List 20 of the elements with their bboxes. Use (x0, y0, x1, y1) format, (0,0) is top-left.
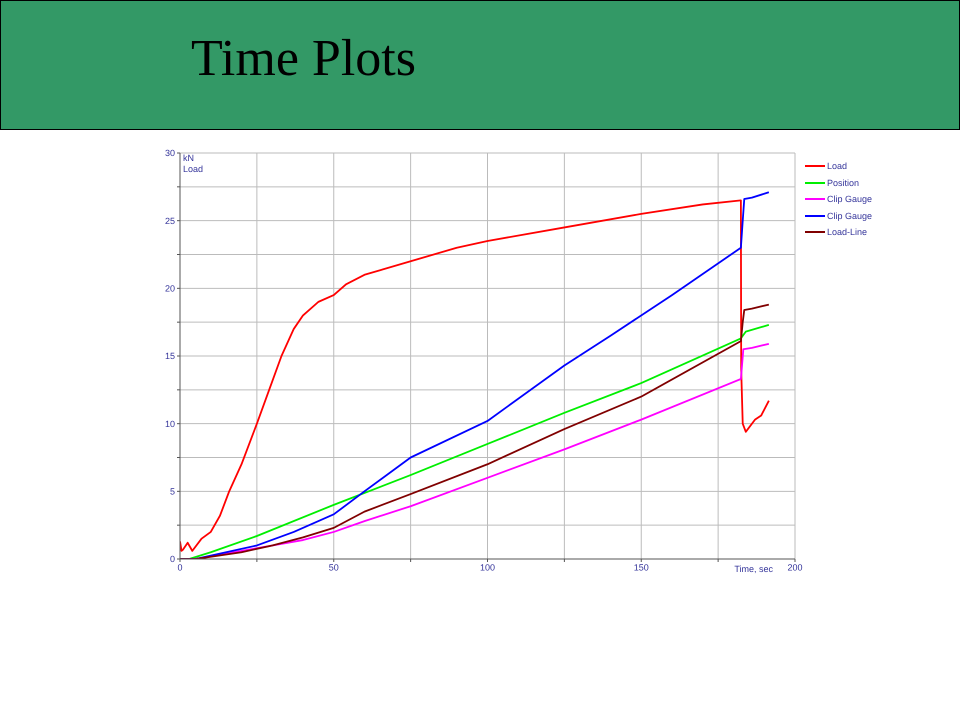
y-tick-label: 5 (170, 486, 175, 497)
y-tick-label: 30 (164, 148, 175, 158)
x-tick-label: 150 (634, 562, 649, 572)
x-tick-label: 50 (328, 562, 339, 572)
chart-title: Time Plots (191, 29, 416, 88)
x-tick-label: 0 (177, 562, 183, 572)
y-tick-label: 15 (164, 351, 175, 362)
legend-label: Clip Gauge (826, 193, 874, 206)
x-axis-title: Time, sec (734, 564, 774, 574)
legend-label: Load (826, 160, 848, 174)
legend-label: Load-Line (826, 226, 868, 240)
legend-label: Position (826, 176, 860, 190)
y-axis-title: kN Load (183, 153, 204, 174)
y-tick-label: 25 (164, 216, 175, 226)
x-tick-label: 200 (787, 562, 803, 572)
legend-label: Clip Gauge (826, 210, 874, 223)
y-tick-label: 10 (164, 418, 175, 429)
y-tick-label: 20 (164, 284, 175, 294)
x-tick-label: 100 (480, 562, 496, 572)
y-tick-label: 0 (170, 554, 175, 564)
